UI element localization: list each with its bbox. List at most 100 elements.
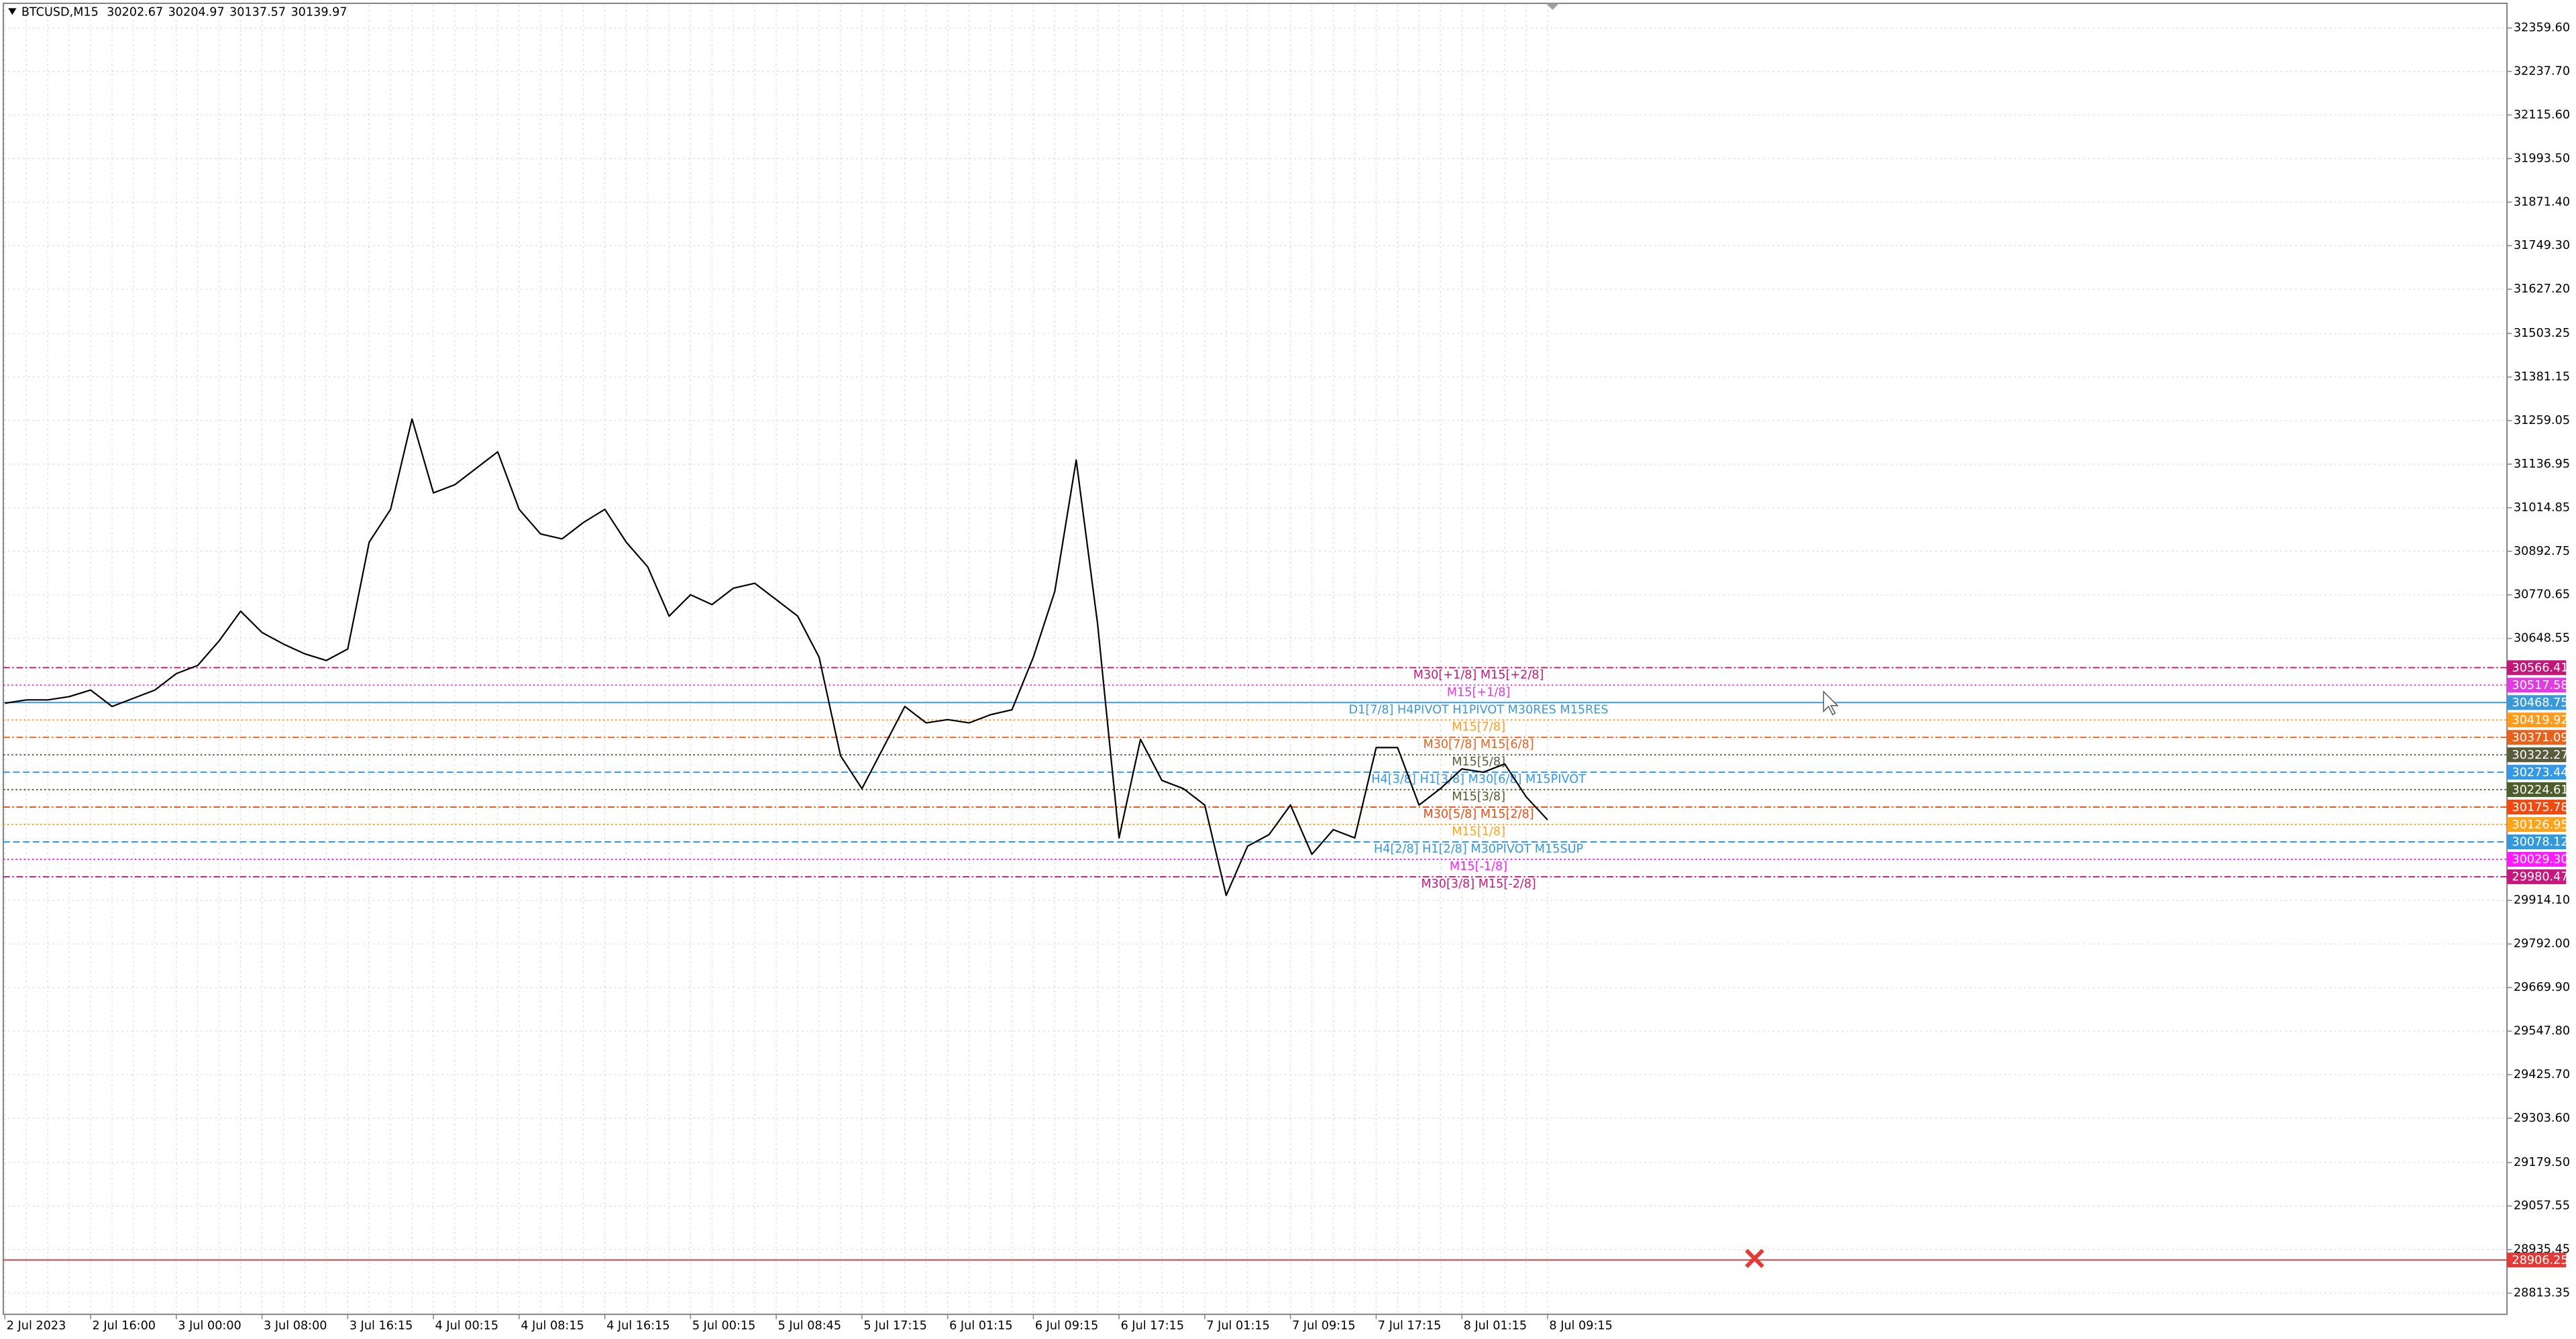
x-tick-label: 4 Jul 16:15 [606,1319,669,1332]
level-price-label: 30419.92 [2512,714,2568,727]
x-tick-label: 6 Jul 09:15 [1035,1319,1098,1332]
level-price-box [2507,765,2567,780]
x-tick-label: 5 Jul 17:15 [863,1319,926,1332]
grid [3,5,2508,1315]
chart-header: BTCUSD,M15 30202.67 30204.97 30137.57 30139.… [21,5,347,19]
level-name: H4[3/8] H1[3/8] M30[6/8] M15PIVOT [1371,773,1586,786]
level-price-label: 30566.41 [2512,661,2568,675]
x-tick-label: 4 Jul 08:15 [521,1319,584,1332]
symbol: BTCUSD,M15 [21,5,99,19]
y-tick-label: 31993.50 [2514,152,2570,165]
x-tick-label: 2 Jul 2023 [7,1319,66,1332]
level-name: M15[5/8] [1452,755,1505,769]
level-price-label: 30126.95 [2512,818,2568,832]
close: 30139.97 [290,5,347,19]
mouse-cursor [1823,690,1839,716]
level-price-box [2507,869,2567,884]
y-tick-label: 29425.70 [2514,1068,2570,1081]
y-tick-label: 31627.20 [2514,282,2570,296]
level-price-label: 30175.78 [2512,801,2568,814]
low: 30137.57 [229,5,286,19]
level-name: D1[7/8] H4PIVOT H1PIVOT M30RES M15RES [1349,703,1609,716]
y-tick-label: 30892.75 [2514,545,2570,558]
x-tick-label: 2 Jul 16:00 [93,1319,156,1332]
level-price-box [2507,712,2567,728]
y-tick-label: 30648.55 [2514,632,2570,645]
level-price-label: 30273.44 [2512,766,2568,780]
x-tick-label: 8 Jul 09:15 [1549,1319,1612,1332]
x-tick-label: 3 Jul 08:00 [264,1319,327,1332]
level-price-label: 30029.30 [2512,853,2568,867]
level-price-box [2507,817,2567,833]
y-tick-label: 32359.60 [2514,21,2570,35]
level-price-box [2507,747,2567,763]
level-name: M30[3/8] M15[-2/8] [1421,877,1536,891]
level-price-label: 30371.09 [2512,731,2568,745]
level-name: M15[-1/8] [1450,860,1507,873]
level-price-box [2507,1252,2567,1268]
level-price-box [2507,782,2567,798]
x-tick-label: 6 Jul 17:15 [1121,1319,1184,1332]
y-tick-label: 31014.85 [2514,501,2570,515]
level-name: M30[+1/8] M15[+2/8] [1413,668,1544,682]
level-price-box [2507,678,2567,693]
level-name: M30[5/8] M15[2/8] [1424,808,1534,821]
y-tick-label: 31871.40 [2514,195,2570,209]
shift-marker [1546,3,1560,10]
y-tick-label: 31136.95 [2514,458,2570,471]
level-name: M15[3/8] [1452,790,1505,804]
high: 30204.97 [168,5,225,19]
y-tick-label: 31503.25 [2514,327,2570,340]
level-name: M15[+1/8] [1447,686,1511,699]
level-price-label: 28906.25 [2512,1254,2568,1267]
plot-frame [2,2,2508,1316]
menu-arrow[interactable] [8,8,17,15]
y-tick-label: 28813.35 [2514,1287,2570,1300]
y-tick-label: 31749.30 [2514,239,2570,252]
y-tick-label: 30770.65 [2514,588,2570,602]
level-price-label: 29980.47 [2512,871,2568,884]
y-tick-label: 29669.90 [2514,981,2570,994]
level-name: H4[2/8] H1[2/8] M30PIVOT M15SUP [1374,843,1584,856]
y-tick-label: 31259.05 [2514,414,2570,427]
level-name: M15[7/8] [1452,720,1505,734]
level-price-label: 30224.61 [2512,784,2568,797]
level-price-box [2507,695,2567,710]
level-price-box [2507,800,2567,815]
x-tick-label: 5 Jul 08:45 [778,1319,841,1332]
y-tick-label: 31381.15 [2514,370,2570,384]
level-price-label: 30322.27 [2512,749,2568,762]
level-price-label: 30468.75 [2512,696,2568,710]
x-tick-label: 8 Jul 01:15 [1464,1319,1527,1332]
level-price-box [2507,660,2567,676]
level-price-box [2507,834,2567,850]
level-price-label: 30517.58 [2512,679,2568,692]
y-tick-label: 29792.00 [2514,937,2570,951]
y-tick-label: 29179.50 [2514,1156,2570,1169]
price-line [5,418,1548,896]
x-tick-label: 5 Jul 00:15 [692,1319,755,1332]
level-name: M15[1/8] [1452,825,1505,839]
x-tick-label: 7 Jul 17:15 [1378,1319,1441,1332]
x-tick-label: 6 Jul 01:15 [949,1319,1012,1332]
y-tick-label: 29914.10 [2514,894,2570,907]
y-tick-label: 29303.60 [2514,1112,2570,1125]
x-tick-label: 4 Jul 00:15 [435,1319,498,1332]
y-tick-label: 29547.80 [2514,1024,2570,1038]
y-tick-label: 32237.70 [2514,65,2570,78]
x-tick-label: 3 Jul 00:00 [178,1319,241,1332]
chart-layer: 32359.60 32237.70 32115.60 31993.50 31871.40… [3,21,2570,1332]
y-tick-label: 29057.55 [2514,1199,2570,1213]
level-name: M30[7/8] M15[6/8] [1424,738,1534,751]
level-price-box [2507,851,2567,867]
close-marker[interactable] [1745,1248,1764,1269]
level-price-box [2507,730,2567,745]
x-tick-label: 3 Jul 16:15 [350,1319,413,1332]
x-tick-label: 7 Jul 01:15 [1206,1319,1269,1332]
y-tick-label: 32115.60 [2514,108,2570,121]
level-price-label: 30078.12 [2512,836,2568,849]
x-tick-label: 7 Jul 09:15 [1292,1319,1355,1332]
open: 30202.67 [107,5,163,19]
